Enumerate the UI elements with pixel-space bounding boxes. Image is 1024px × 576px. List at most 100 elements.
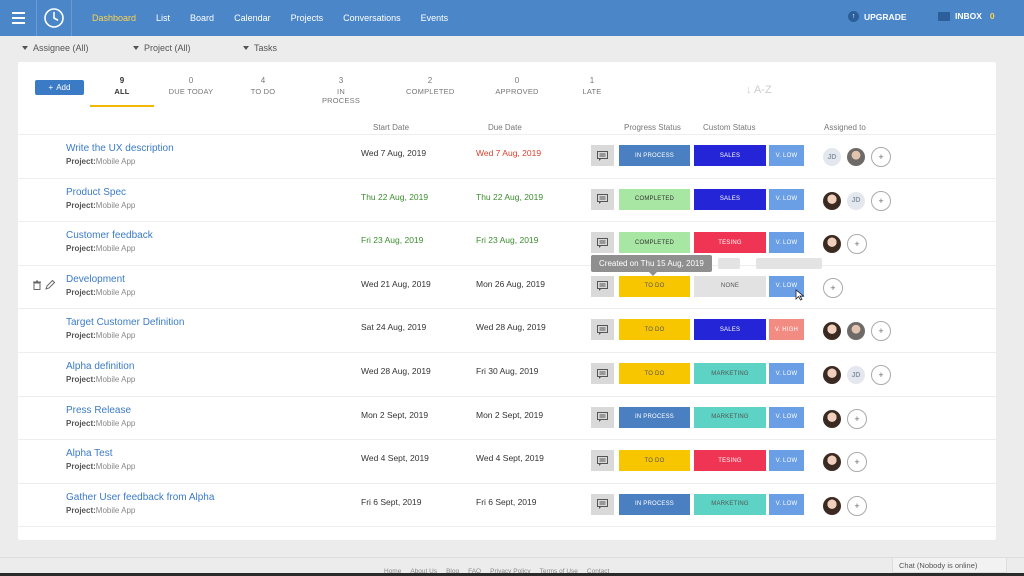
avatar-photo[interactable] (823, 453, 841, 472)
task-title[interactable]: Customer feedback (66, 230, 153, 242)
task-row[interactable]: Press Release Project:Mobile App Mon 2 Sep… (18, 397, 996, 441)
start-date[interactable]: Wed 28 Aug, 2019 (361, 366, 431, 376)
footer-link[interactable]: Contact (586, 568, 610, 575)
avatar-photo[interactable] (847, 148, 865, 166)
avatar-photo[interactable] (823, 409, 841, 428)
task-row[interactable]: Write the UX description Project:Mobile A… (18, 135, 996, 179)
due-date[interactable]: Wed 4 Sept, 2019 (476, 453, 544, 464)
menu-icon[interactable] (0, 0, 36, 36)
avatar[interactable]: JD (847, 366, 865, 384)
add-assignee-button[interactable]: + (871, 147, 891, 167)
priority-badge[interactable]: V. LOW (769, 493, 804, 515)
task-title[interactable]: Development (66, 273, 125, 285)
start-date[interactable]: Sat 24 Aug, 2019 (361, 322, 427, 333)
priority-badge[interactable]: V. HIGH (769, 319, 804, 341)
task-title[interactable]: Gather User feedback from Alpha (66, 491, 215, 503)
nav-list[interactable]: List (156, 13, 171, 23)
priority-badge[interactable]: V. LOW (769, 363, 804, 384)
task-title[interactable]: Press Release (66, 404, 132, 416)
footer-link[interactable]: FAQ (468, 568, 482, 575)
tab-late[interactable]: 1 LATE (574, 76, 610, 96)
progress-status-badge[interactable]: COMPLETED (619, 232, 690, 254)
footer-link[interactable]: About Us (410, 568, 438, 575)
start-date[interactable]: Wed 7 Aug, 2019 (361, 148, 427, 158)
task-row[interactable]: Gather User feedback from Alpha Project:M… (18, 484, 996, 528)
add-assignee-button[interactable]: + (871, 321, 891, 342)
comment-button[interactable] (591, 275, 614, 297)
due-date[interactable]: Mon 2 Sept, 2019 (476, 409, 544, 420)
start-date[interactable]: Fri 23 Aug, 2019 (361, 235, 424, 246)
add-assignee-button[interactable]: + (847, 408, 867, 429)
priority-badge[interactable]: V. LOW (769, 188, 804, 210)
comment-button[interactable] (591, 188, 614, 210)
priority-badge[interactable]: V. LOW (769, 145, 804, 166)
priority-badge[interactable]: V. LOW (769, 450, 804, 472)
footer-link[interactable]: Home (384, 568, 402, 575)
progress-status-badge[interactable]: TO DO (619, 319, 690, 341)
due-date[interactable]: Thu 22 Aug, 2019 (476, 191, 544, 202)
due-date[interactable]: Fri 30 Aug, 2019 (476, 366, 539, 376)
task-title[interactable]: Alpha Test (66, 448, 113, 460)
avatar[interactable]: JD (847, 191, 865, 210)
assignee-filter[interactable]: Assignee (All) (22, 43, 89, 53)
progress-status-badge[interactable]: COMPLETED (619, 188, 690, 210)
start-date[interactable]: Thu 22 Aug, 2019 (361, 191, 429, 202)
task-row[interactable]: Development Project:Mobile App Wed 21 Aug,… (18, 266, 996, 310)
task-row[interactable]: Product Spec Project:Mobile App Thu 22 Aug… (18, 179, 996, 223)
task-title[interactable]: Target Customer Definition (66, 317, 185, 329)
footer-link[interactable]: Terms of Use (539, 568, 578, 575)
custom-status-badge[interactable]: TESING (694, 232, 766, 254)
avatar-photo[interactable] (823, 191, 841, 210)
due-date[interactable]: Mon 26 Aug, 2019 (476, 278, 546, 289)
tab-to-do[interactable]: 4 TO DO (245, 76, 281, 96)
start-date[interactable]: Wed 21 Aug, 2019 (361, 278, 431, 289)
avatar-photo[interactable] (823, 235, 841, 254)
edit-pencil-icon[interactable] (45, 279, 55, 290)
comment-button[interactable] (591, 406, 614, 428)
add-assignee-button[interactable]: + (871, 190, 891, 211)
due-date[interactable]: Wed 28 Aug, 2019 (476, 322, 546, 333)
progress-status-badge[interactable]: TO DO (619, 275, 690, 297)
add-assignee-button[interactable]: + (847, 452, 867, 473)
tab-due-today[interactable]: 0 DUE TODAY (167, 76, 215, 96)
tasks-filter[interactable]: Tasks (243, 43, 277, 53)
comment-button[interactable] (591, 232, 614, 254)
task-row[interactable]: Customer feedback Project:Mobile App Fri 2… (18, 222, 996, 266)
tab-in-process[interactable]: 3 IN PROCESS (317, 76, 365, 105)
nav-conversations[interactable]: Conversations (343, 13, 401, 23)
add-assignee-button[interactable]: + (871, 365, 891, 385)
start-date[interactable]: Fri 6 Sept, 2019 (361, 496, 422, 507)
task-title[interactable]: Write the UX description (66, 143, 174, 154)
progress-status-badge[interactable]: IN PROCESS (619, 493, 690, 515)
due-date[interactable]: Fri 6 Sept, 2019 (476, 496, 537, 507)
custom-status-badge[interactable]: NONE (694, 275, 766, 297)
custom-status-badge[interactable]: SALES (694, 319, 766, 341)
task-row[interactable]: Alpha Test Project:Mobile App Wed 4 Sept, … (18, 440, 996, 484)
tab-completed[interactable]: 2 COMPLETED (406, 76, 454, 96)
custom-status-badge[interactable]: MARKETING (694, 493, 766, 515)
custom-status-badge[interactable]: TESING (694, 450, 766, 472)
sort-az-button[interactable]: ↓ A-Z (746, 84, 772, 96)
footer-link[interactable]: Blog (446, 568, 460, 575)
priority-badge[interactable]: V. LOW (769, 406, 804, 428)
progress-status-badge[interactable]: IN PROCESS (619, 406, 690, 428)
clock-logo-icon[interactable] (36, 0, 72, 36)
avatar[interactable]: JD (823, 148, 841, 166)
task-title[interactable]: Product Spec (66, 186, 127, 198)
progress-status-badge[interactable]: TO DO (619, 450, 690, 472)
chat-widget[interactable]: Chat (Nobody is online) (892, 557, 1007, 573)
project-filter[interactable]: Project (All) (133, 43, 191, 53)
start-date[interactable]: Wed 4 Sept, 2019 (361, 453, 429, 464)
add-assignee-button[interactable]: + (847, 234, 867, 255)
comment-button[interactable] (591, 319, 614, 341)
start-date[interactable]: Mon 2 Sept, 2019 (361, 409, 429, 420)
inbox-button[interactable]: INBOX 0 (938, 11, 995, 21)
footer-link[interactable]: Privacy Policy (490, 568, 531, 575)
avatar-photo[interactable] (823, 496, 841, 515)
comment-button[interactable] (591, 450, 614, 472)
nav-dashboard[interactable]: Dashboard (92, 13, 137, 23)
nav-board[interactable]: Board (190, 13, 215, 23)
nav-projects[interactable]: Projects (290, 13, 324, 23)
task-title[interactable]: Alpha definition (66, 361, 135, 372)
tab-approved[interactable]: 0 APPROVED (493, 76, 541, 96)
